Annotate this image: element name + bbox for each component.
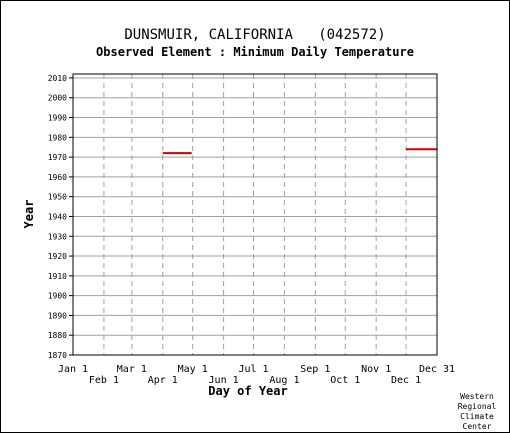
series-layer xyxy=(162,148,437,155)
y-tick-label-1970: 1970 xyxy=(48,153,67,162)
x-tick-label-1: Feb 1 xyxy=(89,375,119,386)
y-tick-label-2000: 2000 xyxy=(48,94,67,103)
x-tick-label-12: Dec 31 xyxy=(419,364,455,375)
x-axis-label: Day of Year xyxy=(208,384,287,398)
credit-line-2: Regional xyxy=(458,402,497,411)
x-tick-label-10: Nov 1 xyxy=(361,364,391,375)
x-tick-label-2: Mar 1 xyxy=(117,364,147,375)
x-tick-label-7: Aug 1 xyxy=(269,375,299,386)
x-tick-label-4: May 1 xyxy=(178,364,208,375)
y-tick-label-1880: 1880 xyxy=(48,331,67,340)
credit-line-1: Western xyxy=(460,392,494,401)
x-tick-label-5: Jun 1 xyxy=(209,375,239,386)
y-tick-labels: 1870 1880 1890 1900 1910 1920 1930 1940 1950 1960… xyxy=(48,74,73,360)
grid-layer xyxy=(73,74,437,356)
x-tick-label-0: Jan 1 xyxy=(58,364,88,375)
x-tick-label-8: Sep 1 xyxy=(300,364,330,375)
credit-line-3: Climate xyxy=(460,412,494,421)
y-tick-label-2010: 2010 xyxy=(48,74,67,83)
x-tick-label-9: Oct 1 xyxy=(330,375,360,386)
y-tick-label-1950: 1950 xyxy=(48,193,67,202)
y-tick-label-1920: 1920 xyxy=(48,252,67,261)
y-tick-label-1980: 1980 xyxy=(48,133,67,142)
y-tick-label-1940: 1940 xyxy=(48,212,67,221)
y-tick-label-1910: 1910 xyxy=(48,272,67,281)
credit-line-4: Center xyxy=(463,422,492,431)
chart-subtitle: Observed Element : Minimum Daily Tempera… xyxy=(96,45,414,59)
chart-title: DUNSMUIR, CALIFORNIA (042572) xyxy=(124,27,385,43)
plot-area-border xyxy=(72,73,438,356)
x-tick-label-3: Apr 1 xyxy=(148,375,178,386)
y-tick-label-1960: 1960 xyxy=(48,173,67,182)
y-tick-label-1930: 1930 xyxy=(48,232,67,241)
x-tick-label-6: Jul 1 xyxy=(238,364,268,375)
y-tick-label-1990: 1990 xyxy=(48,114,67,123)
x-tick-label-11: Dec 1 xyxy=(391,375,421,386)
y-axis-label: Year xyxy=(22,200,36,229)
y-tick-label-1870: 1870 xyxy=(48,351,67,360)
y-tick-label-1890: 1890 xyxy=(48,311,67,320)
y-tick-label-1900: 1900 xyxy=(48,292,67,301)
